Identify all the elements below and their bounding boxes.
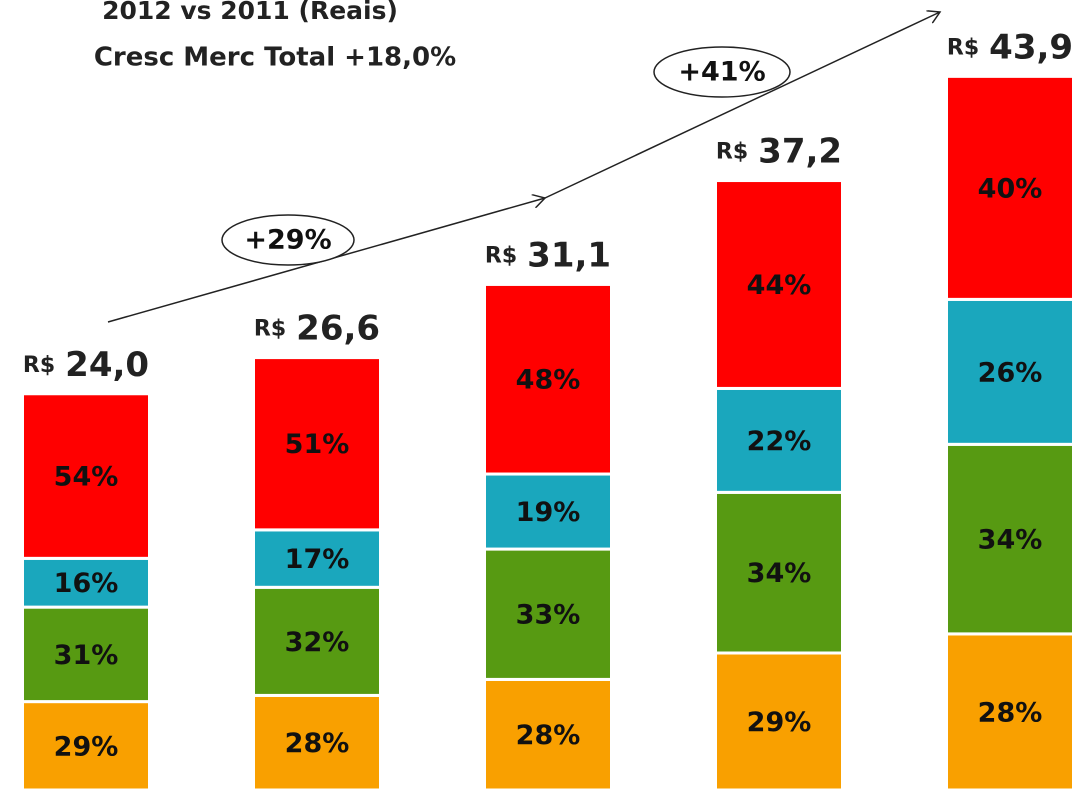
annotation-ellipse bbox=[653, 46, 791, 98]
segment-label: 22% bbox=[747, 426, 812, 457]
currency: R$ bbox=[23, 353, 55, 378]
segment-label: 48% bbox=[516, 365, 581, 396]
bar-segment bbox=[483, 547, 613, 681]
bar-segment bbox=[945, 74, 1075, 301]
total-value: 43,9 bbox=[989, 27, 1073, 67]
bar-segment bbox=[483, 282, 613, 476]
segment-label: 31% bbox=[54, 640, 119, 671]
bar-segment bbox=[21, 700, 151, 790]
total-value: 31,1 bbox=[527, 235, 611, 275]
segment-label: 29% bbox=[54, 731, 119, 762]
bar-segment bbox=[714, 651, 844, 790]
segment-label: 40% bbox=[978, 173, 1043, 204]
bar-segment bbox=[21, 392, 151, 560]
total-label: R$ 24,0 bbox=[23, 344, 149, 384]
segment-label: 16% bbox=[54, 568, 119, 599]
segment-label: 28% bbox=[516, 720, 581, 751]
total-value: 37,2 bbox=[758, 131, 842, 171]
total-label: R$ 31,1 bbox=[485, 235, 611, 275]
currency: R$ bbox=[947, 35, 979, 60]
segment-label: 17% bbox=[285, 544, 350, 575]
segment-label: 28% bbox=[285, 728, 350, 759]
bar-segment bbox=[945, 297, 1075, 446]
bar-segment bbox=[252, 585, 382, 697]
segment-label: 19% bbox=[516, 497, 581, 528]
segment-label: 33% bbox=[516, 600, 581, 631]
segment-label: 34% bbox=[978, 525, 1043, 556]
annotation: +41% bbox=[678, 57, 765, 88]
currency: R$ bbox=[254, 317, 286, 342]
growth-arrow bbox=[544, 12, 940, 199]
chart-subtitle: Cresc Merc Total +18,0% bbox=[94, 43, 456, 73]
annotation-ellipse bbox=[221, 214, 355, 266]
bar-segment bbox=[714, 179, 844, 390]
total-value: 26,6 bbox=[296, 308, 380, 348]
total-label: R$ 37,2 bbox=[716, 131, 842, 171]
segment-label: 51% bbox=[285, 429, 350, 460]
chart-title: 2012 vs 2011 (Reais) bbox=[102, 0, 398, 25]
total-value: 24,0 bbox=[65, 344, 149, 384]
currency: R$ bbox=[485, 243, 517, 268]
bar-segment bbox=[714, 490, 844, 655]
segment-label: 34% bbox=[747, 558, 812, 589]
segment-label: 28% bbox=[978, 697, 1043, 728]
total-label: R$ 26,6 bbox=[254, 308, 380, 348]
bar-segment bbox=[21, 605, 151, 704]
segment-label: 54% bbox=[54, 462, 119, 493]
currency: R$ bbox=[716, 140, 748, 165]
bar-segment bbox=[252, 356, 382, 532]
segment-label: 32% bbox=[285, 627, 350, 658]
segment-label: 44% bbox=[747, 270, 812, 301]
total-label: R$ 43,9 bbox=[947, 27, 1073, 67]
annotation: +29% bbox=[244, 225, 331, 256]
segment-label: 29% bbox=[747, 707, 812, 738]
bar-segment bbox=[945, 632, 1075, 790]
segment-label: 26% bbox=[978, 357, 1043, 388]
bar-segment bbox=[483, 677, 613, 790]
